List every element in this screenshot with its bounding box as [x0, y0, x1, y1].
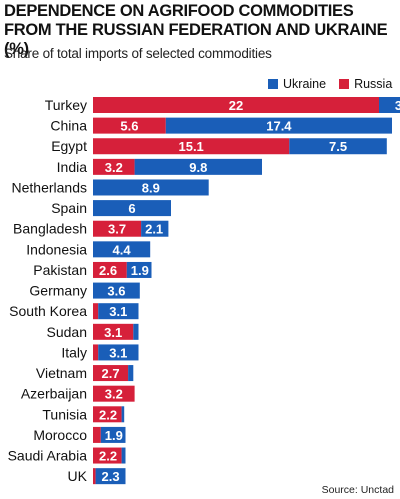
- legend: Ukraine Russia: [268, 77, 392, 91]
- chart-subtitle: Share of total imports of selected commo…: [4, 46, 272, 61]
- bar-ukraine-pakistan: [126, 261, 152, 278]
- category-label-italy: Italy: [61, 344, 87, 360]
- legend-swatch-ukraine: [268, 79, 278, 89]
- bar-russia-italy: [93, 344, 99, 361]
- bar-ukraine-italy: [98, 344, 139, 361]
- category-label-spain: Spain: [51, 200, 87, 216]
- value-label-ukraine-bangladesh: 2.1: [145, 222, 163, 237]
- bar-russia-uk: [93, 468, 96, 485]
- value-label-russia-azerbaijan: 3.2: [105, 387, 123, 402]
- bar-ukraine-indonesia: [93, 241, 151, 258]
- category-label-south-korea: South Korea: [9, 303, 87, 319]
- bar-ukraine-tunisia: [121, 406, 125, 423]
- value-label-ukraine-china: 17.4: [266, 119, 292, 134]
- bar-ukraine-china: [165, 117, 392, 134]
- category-label-germany: Germany: [29, 283, 87, 299]
- value-label-russia-saudi-arabia: 2.2: [99, 449, 117, 464]
- bar-russia-south-korea: [93, 303, 99, 320]
- value-label-ukraine-pakistan: 1.9: [131, 263, 149, 278]
- bar-ukraine-egypt: [289, 138, 387, 155]
- legend-label-ukraine: Ukraine: [283, 77, 327, 91]
- value-label-ukraine-netherlands: 8.9: [142, 180, 160, 195]
- bar-russia-sudan: [93, 323, 134, 340]
- value-label-ukraine-turkey: 3: [395, 98, 400, 113]
- value-label-russia-china: 5.6: [120, 119, 138, 134]
- legend-swatch-russia: [339, 79, 350, 89]
- value-label-russia-turkey: 22: [229, 98, 243, 113]
- value-label-ukraine-spain: 6: [128, 201, 135, 216]
- bar-russia-tunisia: [93, 406, 122, 423]
- bar-russia-morocco: [93, 426, 101, 443]
- category-label-pakistan: Pakistan: [33, 262, 87, 278]
- bar-ukraine-morocco: [100, 426, 126, 443]
- chart-title: DEPENDENCE ON AGRIFOOD COMMODITIES FROM …: [4, 2, 388, 58]
- bar-ukraine-vietnam: [128, 365, 134, 382]
- bar-ukraine-sudan: [133, 323, 139, 340]
- category-label-sudan: Sudan: [47, 324, 87, 340]
- bar-ukraine-germany: [93, 282, 140, 299]
- bar-ukraine-netherlands: [93, 179, 209, 196]
- category-label-egypt: Egypt: [51, 138, 87, 154]
- category-label-turkey: Turkey: [45, 97, 87, 113]
- category-label-indonesia: Indonesia: [26, 241, 87, 257]
- bar-ukraine-saudi-arabia: [121, 447, 126, 464]
- category-label-china: China: [50, 118, 87, 134]
- bar-russia-vietnam: [93, 365, 129, 382]
- bar-russia-turkey: [93, 97, 379, 113]
- bar-ukraine-south-korea: [98, 303, 139, 320]
- value-label-russia-vietnam: 2.7: [102, 366, 120, 381]
- value-label-russia-pakistan: 2.6: [99, 263, 117, 278]
- value-label-ukraine-germany: 3.6: [107, 284, 125, 299]
- bar-ukraine-uk: [95, 468, 126, 485]
- bar-russia-egypt: [93, 138, 290, 155]
- bar-ukraine-turkey: [379, 97, 400, 113]
- category-label-india: India: [57, 159, 88, 175]
- value-label-ukraine-italy: 3.1: [109, 345, 127, 360]
- source-note: Source: Unctad: [321, 484, 394, 496]
- category-label-tunisia: Tunisia: [42, 406, 87, 422]
- value-label-ukraine-uk: 2.3: [102, 469, 120, 484]
- bar-ukraine-spain: [93, 200, 171, 217]
- value-label-russia-tunisia: 2.2: [99, 407, 117, 422]
- category-label-bangladesh: Bangladesh: [13, 221, 87, 237]
- bar-russia-pakistan: [93, 261, 127, 278]
- value-label-russia-sudan: 3.1: [104, 325, 122, 340]
- value-label-ukraine-indonesia: 4.4: [113, 242, 132, 257]
- value-label-ukraine-morocco: 1.9: [105, 428, 123, 443]
- category-label-azerbaijan: Azerbaijan: [21, 386, 87, 402]
- category-label-netherlands: Netherlands: [12, 179, 88, 195]
- category-label-morocco: Morocco: [33, 427, 87, 443]
- bar-ukraine-india: [134, 158, 262, 175]
- value-label-ukraine-india: 9.8: [189, 160, 207, 175]
- value-label-russia-egypt: 15.1: [178, 139, 203, 154]
- legend-label-russia: Russia: [354, 77, 393, 91]
- value-label-russia-india: 3.2: [105, 160, 123, 175]
- category-label-vietnam: Vietnam: [36, 365, 87, 381]
- bar-russia-saudi-arabia: [93, 447, 122, 464]
- bar-russia-bangladesh: [93, 220, 142, 237]
- bar-russia-azerbaijan: [93, 385, 135, 402]
- bar-ukraine-bangladesh: [141, 220, 169, 237]
- value-label-russia-bangladesh: 3.7: [108, 222, 126, 237]
- category-label-saudi-arabia: Saudi Arabia: [8, 448, 88, 464]
- category-label-uk: UK: [68, 468, 88, 484]
- value-label-ukraine-egypt: 7.5: [329, 139, 347, 154]
- bar-russia-india: [93, 158, 135, 175]
- value-label-ukraine-south-korea: 3.1: [109, 304, 127, 319]
- bar-russia-china: [93, 117, 166, 134]
